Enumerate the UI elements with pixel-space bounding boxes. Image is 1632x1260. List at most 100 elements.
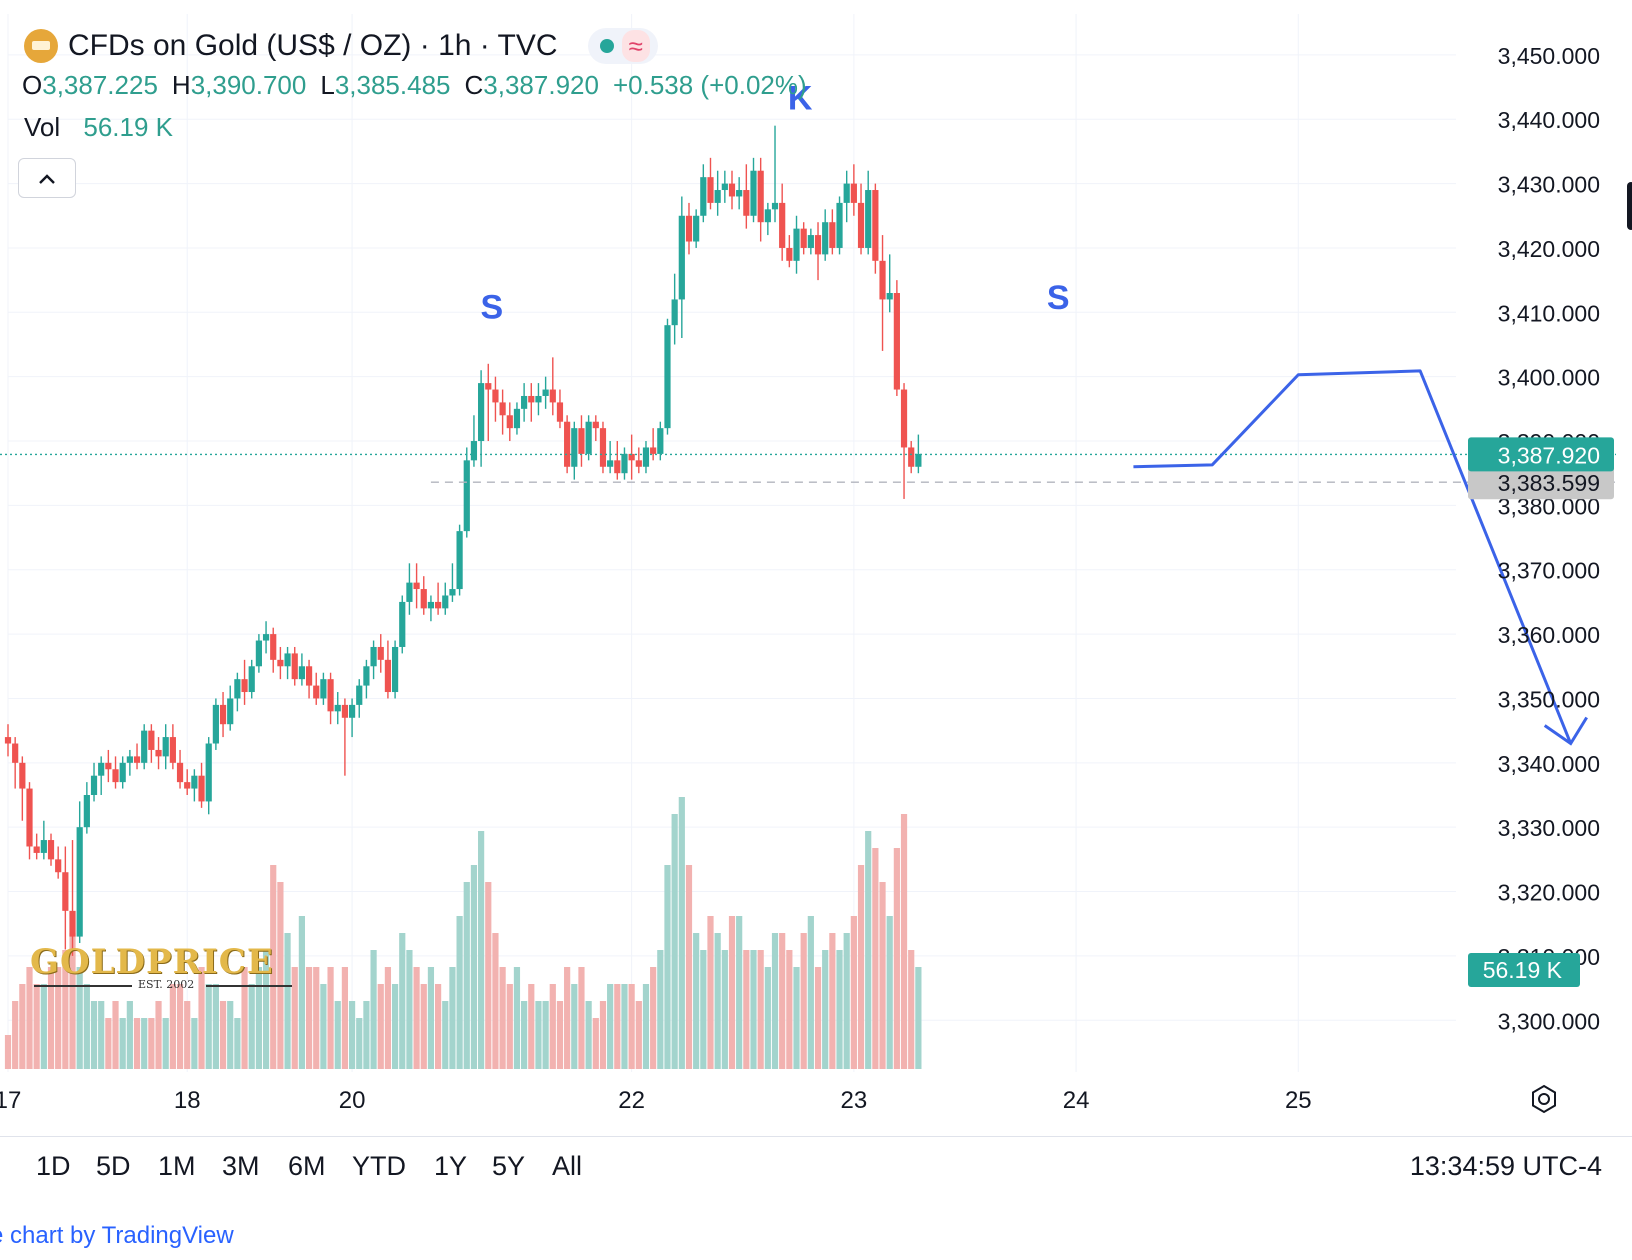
volume-bar (133, 1018, 141, 1069)
volume-bar (399, 933, 406, 1069)
candle-body (743, 190, 750, 216)
candle-body (119, 762, 126, 783)
candle-body (356, 685, 363, 705)
volume-bar (4, 1035, 12, 1069)
volume-bar (549, 984, 556, 1069)
volume-bar (169, 984, 176, 1069)
volume-bar (320, 984, 327, 1069)
candle-body (807, 235, 814, 248)
candle-body (191, 775, 198, 789)
candle-body (607, 460, 614, 467)
candle-body (478, 383, 485, 442)
close-value: 3,387.920 (483, 70, 599, 100)
x-tick-label: 24 (1063, 1087, 1090, 1114)
candle-body (499, 402, 506, 416)
range-1d-button[interactable]: 1D (36, 1151, 71, 1181)
price-lines (0, 453, 1616, 483)
candle-body (463, 460, 470, 532)
candle-body (564, 421, 571, 467)
range-5y-button[interactable]: 5Y (492, 1151, 526, 1181)
volume-bar (406, 950, 413, 1069)
volume-value: 56.19 K (83, 112, 174, 142)
candle-body (370, 646, 377, 667)
candle-body (513, 408, 521, 429)
volume-bar (370, 950, 377, 1069)
volume-bar (485, 882, 492, 1069)
candle-body (413, 582, 420, 590)
head-label: K (788, 80, 813, 118)
candle-body (334, 704, 341, 712)
candle-body (320, 679, 327, 699)
volume-bar (391, 984, 399, 1069)
candle-body (83, 795, 90, 828)
candle-body (298, 666, 306, 680)
candle-body (908, 447, 915, 467)
last-price-tag: 3,387.920 (1498, 442, 1600, 468)
volume-bar (234, 1018, 241, 1069)
tradingview-credit[interactable]: e chart by TradingView (0, 1222, 234, 1249)
watermark-est: EST. 2002 (138, 978, 195, 991)
right-panel-handle[interactable] (1627, 182, 1632, 230)
candle-body (485, 383, 492, 390)
volume-bar (807, 916, 814, 1069)
volume-bar (542, 1001, 549, 1069)
market-status[interactable]: ≈ (587, 28, 658, 64)
volume-legend: Vol 56.19 K (24, 112, 173, 143)
candle-body (399, 601, 406, 647)
candle-body (184, 782, 191, 789)
candle-body (535, 395, 542, 403)
volume-bar (69, 933, 76, 1069)
x-tick-label: 22 (618, 1087, 645, 1114)
symbol-title[interactable]: CFDs on Gold (US$ / OZ) · 1h · TVC (68, 29, 558, 62)
y-tick-label: 3,430.000 (1498, 172, 1600, 198)
candle-body (4, 737, 12, 744)
settings-icon[interactable] (1528, 1083, 1560, 1120)
candle-body (470, 441, 478, 461)
collapse-legend-button[interactable] (18, 158, 76, 198)
last-price-tag-bg (1468, 437, 1614, 472)
range-ytd-button[interactable]: YTD (352, 1151, 406, 1181)
candle-body (348, 704, 356, 718)
candle-body (112, 769, 119, 783)
volume-bar (363, 1001, 370, 1069)
candle-body (728, 183, 736, 197)
candle-body (678, 215, 685, 300)
range-6m-button[interactable]: 6M (288, 1151, 326, 1181)
candle-body (384, 659, 392, 693)
y-tick-label: 3,420.000 (1498, 236, 1600, 262)
range-1y-button[interactable]: 1Y (434, 1151, 468, 1181)
ref-price-tag: 3,383.599 (1498, 470, 1600, 496)
candle-body (843, 183, 850, 203)
candle-body (284, 653, 291, 667)
range-1m-button[interactable]: 1M (158, 1151, 196, 1181)
candle-body (857, 202, 865, 248)
candle-body (212, 704, 219, 744)
range-5d-button[interactable]: 5D (96, 1151, 131, 1181)
candle-body (169, 737, 176, 763)
candle-body (76, 827, 83, 937)
volume-bar (499, 967, 506, 1069)
volume-bar (434, 984, 442, 1069)
volume-tag: 56.19 K (1483, 957, 1563, 983)
price-chart[interactable]: S K S 3,450.000 3,440.000 3,430.000 3,420.000… (0, 0, 1632, 1130)
volume-bar (814, 967, 822, 1069)
volume-bar (621, 984, 628, 1069)
volume-bar (148, 1018, 155, 1069)
volume-bar (786, 950, 793, 1069)
range-all-button[interactable]: All (552, 1151, 583, 1181)
change-value: +0.538 (+0.02%) (612, 70, 807, 100)
candle-body (700, 177, 707, 216)
volume-bar (879, 882, 886, 1069)
volume-bar (728, 916, 736, 1069)
volume-bar (607, 984, 614, 1069)
y-tick-label: 3,300.000 (1498, 1008, 1600, 1034)
volume-bar (191, 1018, 198, 1069)
range-3m-button[interactable]: 3M (222, 1151, 260, 1181)
volume-bar (478, 831, 485, 1069)
volume-bar (678, 797, 685, 1069)
watermark-rule-left (34, 985, 132, 987)
volume-bar (377, 984, 384, 1069)
y-tick-label: 3,330.000 (1498, 815, 1600, 841)
candle-body (427, 601, 435, 609)
clock[interactable]: 13:34:59 UTC-4 (1409, 1151, 1602, 1181)
